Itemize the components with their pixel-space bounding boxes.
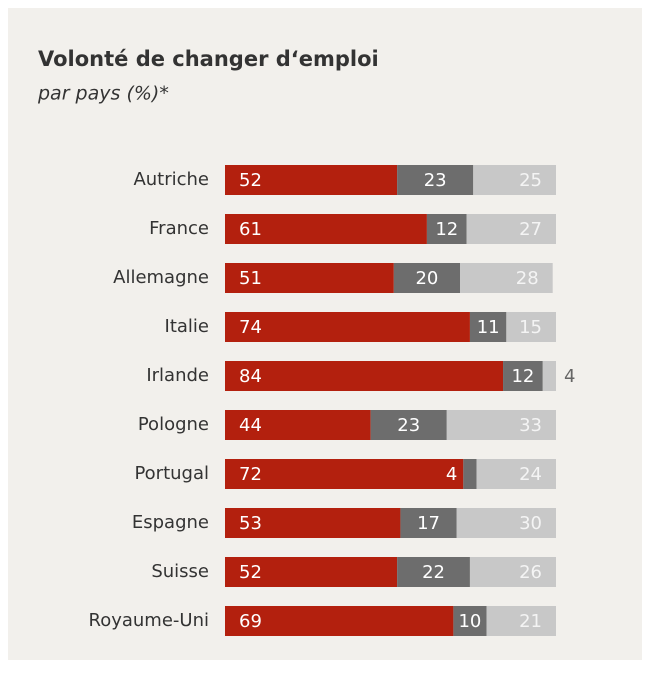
bar-segment (476, 459, 556, 489)
bar-segment (225, 557, 398, 587)
value-label: 20 (415, 268, 438, 289)
value-label: 10 (458, 611, 481, 632)
value-label: 72 (239, 464, 262, 485)
value-label: 53 (239, 513, 262, 534)
bar-segment (397, 165, 474, 195)
value-label: 61 (239, 219, 262, 240)
bar-segment (446, 410, 556, 440)
value-label: 15 (519, 317, 542, 338)
category-label: Portugal (134, 463, 209, 484)
bar-segment (466, 214, 556, 244)
value-label: 23 (424, 170, 447, 191)
bar-segment (225, 410, 371, 440)
value-label: 4 (446, 464, 457, 485)
value-label: 51 (239, 268, 262, 289)
category-label: Italie (165, 316, 209, 337)
bar-segment (463, 459, 477, 489)
value-label: 11 (477, 317, 500, 338)
bar-segment (370, 410, 447, 440)
chart-title: Volonté de changer d‘emploi (38, 47, 379, 71)
value-label: 4 (564, 366, 575, 387)
bar-segment (473, 165, 556, 195)
bar-segment (225, 214, 427, 244)
category-label: Royaume-Uni (89, 610, 210, 631)
bar-segment (486, 606, 556, 636)
bar-segment (225, 165, 398, 195)
bar-segment (456, 508, 556, 538)
bar-segment (393, 263, 461, 293)
bar-segment (225, 312, 470, 342)
bar-segment (397, 557, 470, 587)
value-label: 30 (519, 513, 542, 534)
bar-segment (503, 361, 543, 391)
bar-segment (225, 606, 454, 636)
chart-subtitle: par pays (%)* (37, 83, 169, 105)
bar-segment (400, 508, 457, 538)
bar-segment (542, 361, 556, 391)
category-label: Allemagne (113, 267, 209, 288)
bar-segment (225, 459, 464, 489)
value-label: 12 (435, 219, 458, 240)
value-label: 84 (239, 366, 262, 387)
value-label: 24 (519, 464, 542, 485)
value-label: 26 (519, 562, 542, 583)
bar-segment (225, 263, 394, 293)
value-label: 21 (519, 611, 542, 632)
value-label: 12 (511, 366, 534, 387)
bar-segment (469, 557, 556, 587)
bar-segment (506, 312, 556, 342)
value-label: 27 (519, 219, 542, 240)
value-label: 28 (516, 268, 539, 289)
value-label: 25 (519, 170, 542, 191)
bar-segment (460, 263, 553, 293)
category-label: Pologne (138, 414, 209, 435)
value-label: 44 (239, 415, 262, 436)
category-label: France (149, 218, 209, 239)
category-label: Irlande (146, 365, 209, 386)
bar-segment (453, 606, 487, 636)
bar-segment (225, 361, 504, 391)
value-label: 69 (239, 611, 262, 632)
value-label: 33 (519, 415, 542, 436)
category-label: Autriche (133, 169, 209, 190)
value-label: 74 (239, 317, 262, 338)
category-label: Espagne (132, 512, 209, 533)
value-label: 23 (397, 415, 420, 436)
bar-segment (426, 214, 467, 244)
value-label: 17 (417, 513, 440, 534)
value-label: 22 (422, 562, 445, 583)
category-label: Suisse (151, 561, 209, 582)
value-label: 52 (239, 170, 262, 191)
bar-segment (469, 312, 507, 342)
bar-segment (225, 508, 401, 538)
value-label: 52 (239, 562, 262, 583)
